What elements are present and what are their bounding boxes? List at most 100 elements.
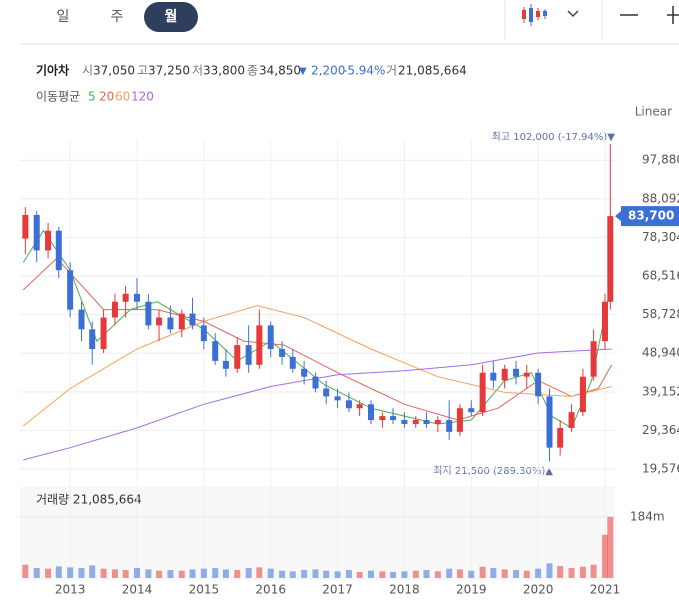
volume-bar xyxy=(546,563,553,578)
candle-body xyxy=(167,317,174,330)
volume-bar xyxy=(234,570,241,578)
last-price-tag xyxy=(621,206,679,227)
x-tick-label: 2013 xyxy=(55,583,86,597)
volume-bar xyxy=(301,570,308,578)
candle-body xyxy=(334,396,341,401)
candle-body xyxy=(55,230,62,271)
candle-body xyxy=(367,404,374,421)
info-value: 21,085,664 xyxy=(398,64,467,78)
candle-body xyxy=(122,293,129,302)
y-tick-label: 48,940 xyxy=(642,346,679,360)
candle-body xyxy=(111,301,118,318)
candle-body xyxy=(301,368,308,377)
candle-body xyxy=(279,349,286,357)
volume-bar xyxy=(156,570,163,578)
candle-body xyxy=(212,341,219,361)
candle-body xyxy=(156,317,163,326)
volume-bar xyxy=(601,534,608,578)
tab[interactable]: 일 xyxy=(57,9,70,25)
moving-average-line xyxy=(23,348,612,461)
x-tick-label: 2020 xyxy=(523,583,554,597)
volume-bar xyxy=(55,566,62,578)
ma-legend-entry: 20 xyxy=(99,90,114,104)
candle-body xyxy=(601,301,608,342)
candle-body xyxy=(267,325,274,350)
candle-icon[interactable] xyxy=(522,4,547,26)
candle-body xyxy=(345,400,352,409)
volume-bar xyxy=(523,570,530,578)
candle-body xyxy=(256,325,263,365)
volume-label: 거래량 21,085,664 xyxy=(36,493,142,507)
candle-body xyxy=(468,408,475,413)
volume-bar xyxy=(412,570,419,578)
volume-bar xyxy=(590,564,597,578)
tab[interactable]: 월 xyxy=(165,8,178,25)
volume-bar xyxy=(22,564,29,578)
info-row: 기아차 시 37,050 고 37,250 저 33,800 종 34,850 … xyxy=(36,63,467,78)
candle-body xyxy=(145,301,152,326)
candle-body xyxy=(356,404,363,409)
candle-body xyxy=(379,416,386,421)
candle-body xyxy=(89,329,96,350)
volume-bar xyxy=(513,570,520,578)
scale-label[interactable]: Linear xyxy=(635,105,672,119)
min-annotation: 최저 21,500 (289.30%)▲ xyxy=(433,465,553,477)
dropdown-chevron[interactable] xyxy=(567,10,579,18)
candle-body xyxy=(67,270,74,310)
volume-bar xyxy=(122,570,129,578)
info-label: 저 xyxy=(192,64,203,78)
volume-bar xyxy=(212,568,219,578)
y-tick-label: 97,880 xyxy=(642,153,679,167)
x-tick-label: 2018 xyxy=(389,583,420,597)
stock-name: 기아차 xyxy=(36,63,69,78)
info-label: 거 xyxy=(386,64,397,78)
volume-bar xyxy=(456,569,463,578)
volume-bar xyxy=(145,569,152,578)
candle-body xyxy=(607,216,614,302)
info-label: 고 xyxy=(137,64,148,78)
y-tick-label: 78,304 xyxy=(642,230,679,244)
x-tick-label: 2019 xyxy=(456,583,487,597)
volume-bar xyxy=(356,572,363,578)
volume-bar xyxy=(289,571,296,578)
candle-body xyxy=(557,427,564,448)
volume-bar xyxy=(367,570,374,578)
candle-body xyxy=(100,317,107,350)
volume-bar xyxy=(334,571,341,578)
candle-body xyxy=(412,420,419,424)
candle-body xyxy=(178,313,185,330)
candle-body xyxy=(200,325,207,342)
y-tick-label: 88,092 xyxy=(642,191,679,205)
candle-body xyxy=(390,416,397,421)
volume-bar xyxy=(390,572,397,578)
candle-body xyxy=(45,230,52,251)
volume-bar xyxy=(245,568,252,578)
candle-body xyxy=(579,376,586,413)
x-tick-label: 2021 xyxy=(590,583,621,597)
candle-body xyxy=(446,420,453,432)
candle-body xyxy=(490,372,497,381)
volume-bar xyxy=(468,570,475,578)
volume-bar xyxy=(579,566,586,578)
info-label: 시 xyxy=(82,64,93,78)
volume-bar xyxy=(167,570,174,578)
active-tab-bg[interactable] xyxy=(144,2,198,32)
volume-bar xyxy=(434,571,441,578)
volume-bar xyxy=(200,568,207,578)
volume-bar xyxy=(45,568,52,578)
info-value: 37,250 xyxy=(148,64,190,78)
volume-bar xyxy=(178,570,185,578)
y-tick-label: 68,516 xyxy=(642,269,679,283)
volume-bar xyxy=(133,568,140,578)
info-label: 종 xyxy=(247,64,258,78)
info-value: 34,850 xyxy=(259,64,301,78)
y-tick-label: 19,576 xyxy=(642,462,679,476)
candle-body xyxy=(568,412,575,428)
ma-legend-entry: 120 xyxy=(131,90,154,104)
tab[interactable]: 주 xyxy=(111,9,124,25)
max-annotation: 최고 102,000 (-17.94%)▼ xyxy=(492,131,616,143)
x-tick-label: 2016 xyxy=(255,583,286,597)
candle-body xyxy=(323,388,330,397)
y-tick-label: 58,728 xyxy=(642,307,679,321)
